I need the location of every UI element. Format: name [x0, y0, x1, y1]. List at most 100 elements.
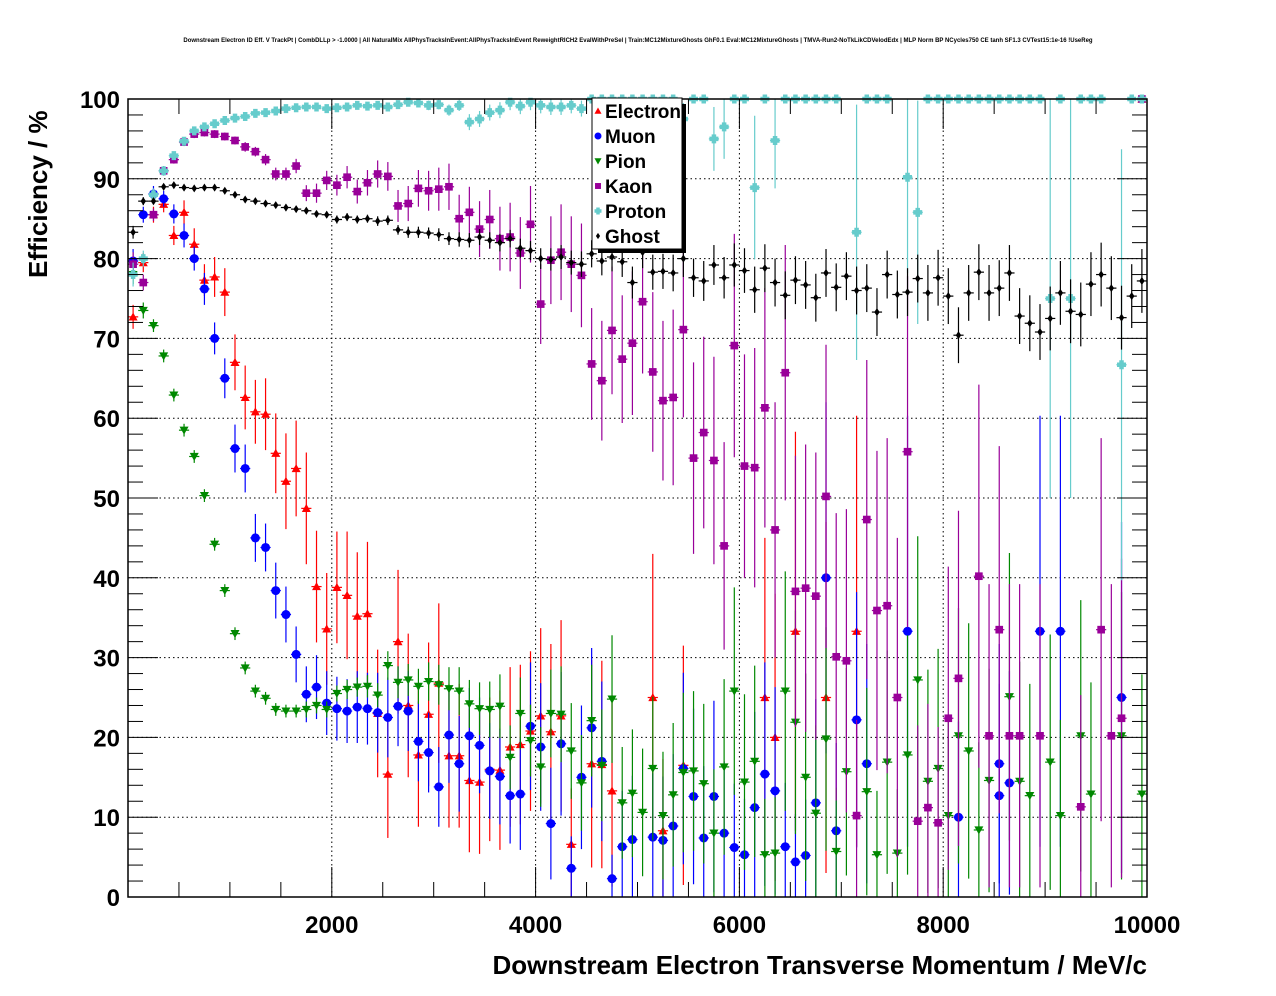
circle-marker — [159, 194, 169, 204]
data-point — [759, 288, 770, 528]
diamond-marker — [711, 260, 717, 270]
square-marker — [271, 170, 280, 178]
data-point — [321, 170, 332, 190]
circle-marker — [464, 731, 474, 741]
data-point — [270, 201, 281, 210]
triangle-down-marker — [301, 705, 311, 714]
data-point — [1106, 584, 1117, 888]
data-point — [301, 102, 312, 112]
triangle-down-marker — [403, 676, 413, 685]
data-point — [178, 183, 190, 192]
data-point — [219, 268, 230, 317]
data-point — [535, 99, 546, 114]
data-point — [229, 334, 241, 391]
diamond-marker — [140, 197, 146, 206]
square-marker — [251, 147, 260, 156]
triangle-down-marker — [699, 780, 709, 789]
square-marker — [893, 693, 902, 702]
cross-marker — [413, 98, 423, 108]
triangle-up-marker — [261, 409, 271, 418]
triangle-down-marker — [434, 681, 444, 690]
data-point — [688, 362, 699, 554]
square-marker — [985, 731, 993, 740]
data-point — [454, 99, 465, 111]
data-point — [545, 99, 556, 115]
circle-marker — [403, 706, 413, 716]
square-marker — [791, 587, 800, 596]
triangle-down-marker — [138, 306, 148, 315]
triangle-down-marker — [627, 789, 637, 798]
legend-ghost-icon — [595, 232, 601, 240]
data-point — [423, 227, 434, 239]
triangle-down-marker — [709, 829, 719, 838]
data-point — [963, 264, 974, 321]
diamond-marker — [965, 288, 972, 297]
triangle-up-marker — [220, 287, 230, 296]
data-point — [871, 288, 883, 337]
data-point — [199, 272, 210, 305]
data-point — [576, 735, 587, 831]
cross-marker — [434, 100, 444, 110]
data-point — [749, 347, 760, 588]
data-point — [158, 349, 169, 363]
triangle-down-marker — [189, 452, 199, 462]
data-point — [1055, 719, 1066, 897]
data-point — [902, 268, 913, 317]
circle-marker — [312, 682, 322, 692]
data-point — [535, 727, 546, 807]
diamond-marker — [273, 201, 279, 210]
data-point — [352, 100, 363, 110]
data-point — [545, 669, 556, 758]
data-point — [525, 704, 536, 777]
triangle-down-marker — [1045, 758, 1055, 767]
data-point — [820, 627, 832, 851]
circle-marker — [454, 759, 464, 769]
data-point — [1045, 286, 1056, 351]
data-point — [291, 420, 302, 517]
triangle-down-marker — [780, 687, 790, 696]
data-point — [983, 264, 995, 321]
square-marker — [628, 339, 637, 348]
data-point — [484, 104, 495, 121]
triangle-up-marker — [312, 582, 322, 591]
data-point — [403, 663, 414, 696]
data-point — [280, 104, 292, 114]
triangle-down-marker — [750, 757, 760, 766]
square-marker — [659, 396, 667, 405]
square-marker — [608, 326, 616, 335]
data-point — [260, 691, 271, 705]
triangle-down-marker — [169, 391, 179, 400]
data-point — [260, 523, 271, 572]
data-point — [973, 384, 984, 768]
cross-marker — [261, 108, 271, 118]
square-marker — [781, 368, 790, 377]
cross-marker — [444, 105, 454, 115]
triangle-up-marker — [281, 476, 291, 485]
cross-marker — [291, 103, 301, 113]
data-point — [515, 677, 526, 750]
data-point — [158, 166, 169, 176]
data-marks — [128, 94, 1147, 897]
cross-marker — [301, 102, 311, 112]
data-point — [301, 185, 312, 202]
series-kaon — [128, 95, 1147, 897]
diamond-marker — [955, 331, 962, 340]
data-point — [627, 266, 638, 299]
data-point — [790, 455, 801, 728]
square-marker — [679, 325, 688, 334]
data-point — [678, 692, 689, 853]
cross-marker — [179, 136, 189, 146]
diamond-marker — [701, 276, 707, 285]
data-point — [790, 256, 801, 305]
data-point — [423, 100, 434, 111]
data-point — [189, 126, 200, 136]
square-marker — [862, 515, 871, 524]
data-point — [1126, 264, 1137, 329]
data-point — [1024, 683, 1035, 897]
diamond-marker — [517, 244, 524, 253]
data-point — [882, 250, 893, 299]
data-point — [922, 264, 934, 321]
square-marker — [954, 674, 963, 683]
data-point — [189, 246, 200, 271]
data-point — [820, 249, 832, 297]
